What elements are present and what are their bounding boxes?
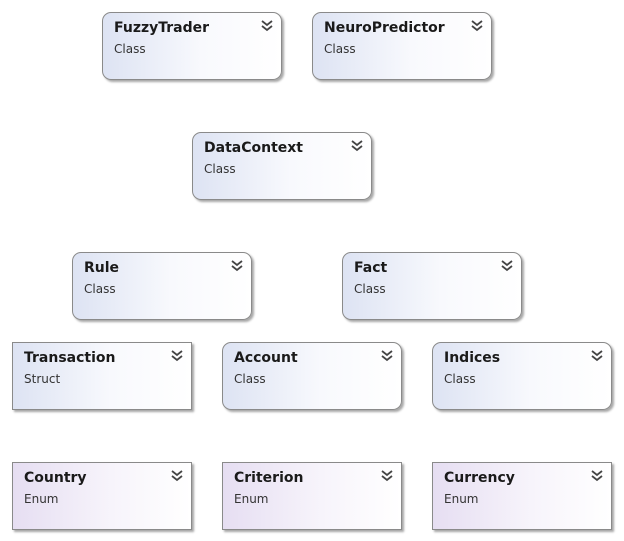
shape-kind: Enum: [234, 492, 269, 506]
shape-kind: Class: [234, 372, 266, 386]
shape-name: FuzzyTrader: [114, 20, 210, 36]
shape-name: Country: [24, 470, 87, 486]
shape-kind: Class: [444, 372, 476, 386]
shape-indices[interactable]: Indices Class: [432, 342, 612, 410]
double-chevron-down-icon[interactable]: [380, 349, 394, 363]
shape-neuropredictor[interactable]: NeuroPredictor Class: [312, 12, 492, 80]
double-chevron-down-icon[interactable]: [170, 349, 184, 363]
shape-kind: Class: [324, 42, 356, 56]
double-chevron-down-icon[interactable]: [350, 139, 364, 153]
shape-kind: Class: [354, 282, 386, 296]
double-chevron-down-icon[interactable]: [260, 19, 274, 33]
shape-currency[interactable]: Currency Enum: [432, 462, 612, 530]
shape-name: Transaction: [24, 350, 116, 366]
shape-kind: Struct: [24, 372, 61, 386]
shape-name: NeuroPredictor: [324, 20, 445, 36]
shape-country[interactable]: Country Enum: [12, 462, 192, 530]
shape-kind: Enum: [24, 492, 59, 506]
shape-name: Criterion: [234, 470, 304, 486]
shape-fuzzytrader[interactable]: FuzzyTrader Class: [102, 12, 282, 80]
shape-name: Indices: [444, 350, 501, 366]
shape-datacontext[interactable]: DataContext Class: [192, 132, 372, 200]
shape-account[interactable]: Account Class: [222, 342, 402, 410]
shape-transaction[interactable]: Transaction Struct: [12, 342, 192, 410]
shape-kind: Class: [84, 282, 116, 296]
shape-name: Currency: [444, 470, 515, 486]
shape-name: Rule: [84, 260, 120, 276]
double-chevron-down-icon[interactable]: [470, 19, 484, 33]
double-chevron-down-icon[interactable]: [590, 469, 604, 483]
shape-name: DataContext: [204, 140, 303, 156]
double-chevron-down-icon[interactable]: [230, 259, 244, 273]
double-chevron-down-icon[interactable]: [170, 469, 184, 483]
double-chevron-down-icon[interactable]: [590, 349, 604, 363]
shape-rule[interactable]: Rule Class: [72, 252, 252, 320]
shape-name: Fact: [354, 260, 388, 276]
shape-kind: Class: [204, 162, 236, 176]
double-chevron-down-icon[interactable]: [500, 259, 514, 273]
shape-name: Account: [234, 350, 298, 366]
shape-criterion[interactable]: Criterion Enum: [222, 462, 402, 530]
double-chevron-down-icon[interactable]: [380, 469, 394, 483]
shape-kind: Enum: [444, 492, 479, 506]
shape-kind: Class: [114, 42, 146, 56]
shape-fact[interactable]: Fact Class: [342, 252, 522, 320]
